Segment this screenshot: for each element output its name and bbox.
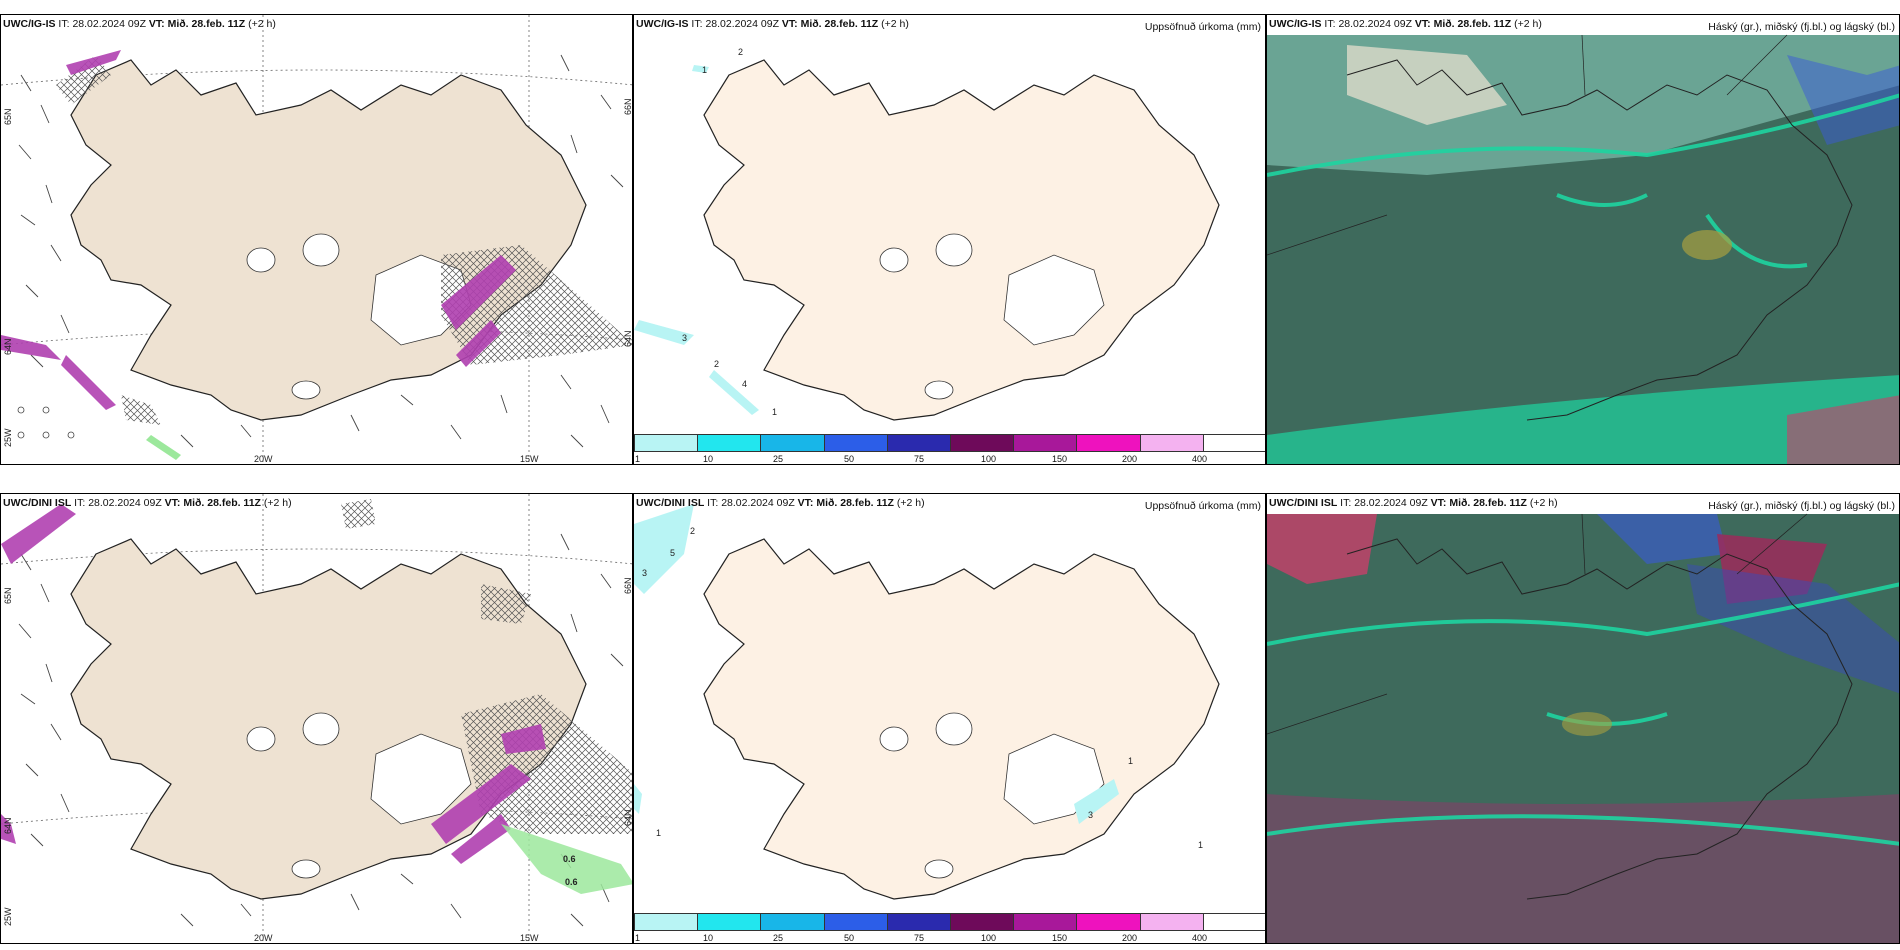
colorbar-label: 150 xyxy=(1052,933,1068,943)
lat-label-left-low: 25W xyxy=(3,907,13,926)
lat-label-left-mid: 64N xyxy=(3,338,13,355)
cloud-cover-map xyxy=(1267,34,1899,464)
cloud-cover-map xyxy=(1267,513,1899,943)
cloud-title: Háský (gr.), miðský (fj.bl.) og lágský (… xyxy=(1708,500,1895,512)
iceland-wind-map xyxy=(1,15,632,464)
precip-value-label: 1 xyxy=(656,828,662,838)
iceland-wind-map xyxy=(1,494,632,943)
colorbar-label: 75 xyxy=(914,933,925,943)
precip-value-label: 2 xyxy=(738,47,744,57)
lat-label-right-mid: 64N xyxy=(623,809,633,826)
colorbar-label: 1 xyxy=(635,933,641,943)
lat-label-right-mid: 64N xyxy=(623,330,633,347)
panel-header: UWC/IG-IS IT: 28.02.2024 09Z VT: Mið. 28… xyxy=(636,18,909,30)
panel-header: UWC/DINI ISL IT: 28.02.2024 09Z VT: Mið.… xyxy=(636,497,925,509)
panel-header: UWC/DINI ISL IT: 28.02.2024 09Z VT: Mið.… xyxy=(1269,497,1558,509)
precip-value-label: 2 xyxy=(714,359,720,369)
precip-colorbar xyxy=(634,434,1265,452)
panel-header: UWC/DINI ISL IT: 28.02.2024 09Z VT: Mið.… xyxy=(3,497,292,509)
precip-value-label: 5 xyxy=(670,548,676,558)
precip-title: Uppsöfnuð úrkoma (mm) xyxy=(1144,21,1261,33)
precip-amount-label: 0.6 xyxy=(565,877,578,887)
precip-value-label: 1 xyxy=(702,65,708,75)
precip-value-label: 3 xyxy=(1088,810,1094,820)
colorbar-label: 10 xyxy=(703,933,714,943)
light-precip-areas xyxy=(634,65,759,415)
colorbar-label: 200 xyxy=(1122,454,1138,464)
colorbar-label: 100 xyxy=(981,933,997,943)
lat-label-left-top: 65N xyxy=(3,108,13,125)
colorbar-label: 50 xyxy=(844,933,855,943)
colorbar-label: 400 xyxy=(1192,933,1208,943)
colorbar-label: 10 xyxy=(703,454,714,464)
precip-map-panel-bottom: UWC/DINI ISL IT: 28.02.2024 09Z VT: Mið.… xyxy=(633,493,1266,944)
precip-value-label: 3 xyxy=(642,568,648,578)
precip-streaks xyxy=(1,50,516,410)
colorbar-label: 150 xyxy=(1052,454,1068,464)
colorbar-label: 25 xyxy=(773,454,784,464)
wind-map-panel-bottom: UWC/DINI ISL IT: 28.02.2024 09Z VT: Mið.… xyxy=(0,493,633,944)
precip-colorbar xyxy=(634,913,1265,931)
lon-label-20w: 20W xyxy=(254,454,273,464)
lat-label-left-mid: 64N xyxy=(3,817,13,834)
precip-amount-label: 0.6 xyxy=(563,854,576,864)
lat-label-left-top: 65N xyxy=(3,587,13,604)
lon-label-15w: 15W xyxy=(520,454,539,464)
iceland-precip-map xyxy=(634,59,1220,421)
colorbar-label: 1 xyxy=(635,454,641,464)
cloud-title: Háský (gr.), miðský (fj.bl.) og lágský (… xyxy=(1708,21,1895,33)
precip-value-label: 1 xyxy=(1128,756,1134,766)
colorbar-label: 200 xyxy=(1122,933,1138,943)
iceland-precip-map xyxy=(634,504,1220,900)
precip-title: Uppsöfnuð úrkoma (mm) xyxy=(1144,500,1261,512)
wind-map-panel-top: UWC/IG-IS IT: 28.02.2024 09Z VT: Mið. 28… xyxy=(0,14,633,465)
cloud-map-panel-bottom: UWC/DINI ISL IT: 28.02.2024 09Z VT: Mið.… xyxy=(1266,493,1900,944)
calm-circles xyxy=(17,406,75,439)
colorbar-label: 100 xyxy=(981,454,997,464)
precip-value-label: 1 xyxy=(1198,840,1204,850)
lat-label-right-top: 66N xyxy=(623,577,633,594)
precip-value-label: 3 xyxy=(682,333,688,343)
precip-value-label: 2 xyxy=(690,526,696,536)
panel-header: UWC/IG-IS IT: 28.02.2024 09Z VT: Mið. 28… xyxy=(3,18,276,30)
colorbar-label: 75 xyxy=(914,454,925,464)
cloud-map-panel-top: UWC/IG-IS IT: 28.02.2024 09Z VT: Mið. 28… xyxy=(1266,14,1900,465)
panel-header: UWC/IG-IS IT: 28.02.2024 09Z VT: Mið. 28… xyxy=(1269,18,1542,30)
precip-value-label: 4 xyxy=(742,379,748,389)
precip-value-label: 1 xyxy=(772,407,778,417)
lon-label-20w: 20W xyxy=(254,933,273,943)
lat-label-left-low: 25W xyxy=(3,428,13,447)
colorbar-label: 25 xyxy=(773,933,784,943)
lon-label-15w: 15W xyxy=(520,933,539,943)
colorbar-label: 50 xyxy=(844,454,855,464)
lat-label-right-top: 66N xyxy=(623,98,633,115)
precip-map-panel-top: UWC/IG-IS IT: 28.02.2024 09Z VT: Mið. 28… xyxy=(633,14,1266,465)
colorbar-label: 400 xyxy=(1192,454,1208,464)
